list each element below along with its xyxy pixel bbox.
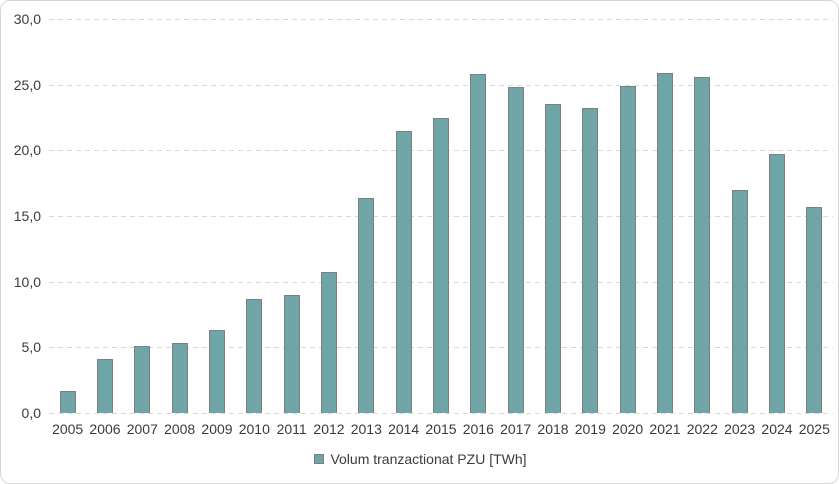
x-tick-label: 2019: [574, 421, 606, 437]
plot-area: [49, 19, 833, 414]
bar-2022: [694, 76, 711, 413]
x-tick-label: 2022: [686, 421, 718, 437]
x-tick-label: 2016: [462, 421, 494, 437]
gridline: [49, 84, 833, 86]
legend: Volum tranzactionat PZU [TWh]: [1, 451, 838, 467]
x-tick-label: 2008: [164, 421, 196, 437]
bar-2013: [358, 197, 375, 413]
x-tick-label: 2017: [500, 421, 532, 437]
bar-2009: [209, 330, 225, 413]
bar-2008: [171, 343, 188, 413]
x-tick-label: 2023: [724, 421, 756, 437]
bar-2017: [507, 87, 524, 413]
y-tick-label: 20,0: [13, 142, 41, 159]
x-tick-label: 2024: [761, 421, 793, 437]
bar-2020: [619, 85, 636, 413]
bar-2024: [769, 154, 785, 413]
x-tick-label: 2006: [89, 421, 121, 437]
y-tick-label: 25,0: [13, 76, 41, 93]
x-tick-label: 2025: [798, 421, 830, 437]
x-tick-label: 2012: [313, 421, 345, 437]
x-tick-label: 2018: [537, 421, 569, 437]
x-tick-label: 2021: [649, 421, 681, 437]
x-tick-label: 2015: [425, 421, 457, 437]
x-tick-label: 2009: [201, 421, 233, 437]
x-tick-label: 2010: [238, 421, 270, 437]
bar-2025: [806, 206, 823, 413]
y-tick-label: 0,0: [21, 405, 41, 421]
bar-2018: [545, 104, 561, 413]
x-tick-label: 2014: [388, 421, 420, 437]
x-tick-label: 2013: [350, 421, 382, 437]
bar-2016: [470, 74, 487, 413]
x-tick-label: 2005: [52, 421, 84, 437]
y-tick-label: 30,0: [13, 11, 41, 27]
bar-2021: [657, 72, 673, 413]
x-tick-label: 2007: [126, 421, 158, 437]
y-tick-label: 15,0: [13, 208, 41, 224]
gridline: [49, 19, 833, 20]
bar-2006: [97, 359, 113, 413]
bar-2023: [731, 189, 748, 413]
legend-marker-icon: [314, 454, 325, 464]
bar-2005: [59, 390, 76, 413]
bar-2012: [321, 272, 337, 413]
bar-2007: [134, 346, 151, 413]
bar-2010: [246, 298, 263, 413]
bar-2014: [395, 130, 412, 413]
gridline: [49, 413, 833, 414]
y-tick-label: 5,0: [21, 339, 41, 356]
legend-label: Volum tranzactionat PZU [TWh]: [330, 451, 527, 467]
x-tick-label: 2011: [276, 421, 307, 437]
bar-2011: [283, 294, 300, 413]
y-tick-label: 10,0: [13, 273, 41, 290]
bar-2019: [582, 108, 599, 413]
x-tick-label: 2020: [612, 421, 644, 437]
bar-2015: [433, 117, 449, 413]
